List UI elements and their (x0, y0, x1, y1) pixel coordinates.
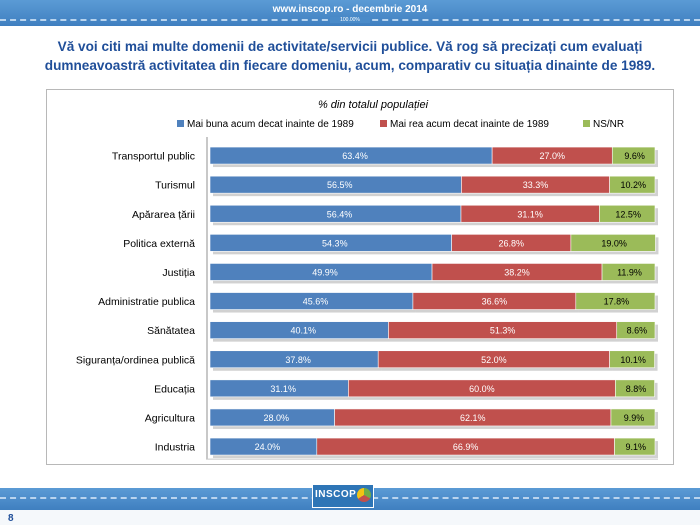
bar-nsnr (610, 408, 656, 427)
legend-label-worse: Mai rea acum decat inainte de 1989 (390, 119, 549, 130)
data-label-better: 37.8% (285, 355, 311, 365)
category-label: Justiția (162, 267, 195, 279)
header-band: www.inscop.ro - decembrie 2014 100.00% (0, 0, 700, 26)
page-number: 8 (8, 513, 14, 524)
data-label-worse: 38.2% (504, 267, 530, 277)
question-title: Vă voi citi mai multe domenii de activit… (20, 37, 680, 75)
bar-nsnr (609, 350, 655, 369)
legend-label-nsnr: NS/NR (593, 119, 624, 130)
footer-bar (0, 510, 700, 525)
data-label-nsnr: 12.5% (615, 209, 641, 219)
data-label-nsnr: 17.8% (604, 297, 630, 307)
category-label: Administratie publica (98, 296, 195, 308)
category-label: Politica externă (123, 238, 195, 250)
category-label: Transportul public (112, 151, 195, 163)
data-label-worse: 36.6% (482, 297, 508, 307)
zoom-label: 100.00% (330, 17, 370, 23)
logo-pie-icon (357, 488, 371, 502)
category-label: Industria (155, 442, 195, 454)
data-label-worse: 52.0% (481, 355, 507, 365)
data-label-better: 40.1% (290, 326, 316, 336)
data-label-nsnr: 9.9% (624, 413, 645, 423)
chart-frame: % din totalul populației Mai buna acum de… (46, 89, 674, 465)
data-label-better: 54.3% (322, 238, 348, 248)
data-label-worse: 31.1% (517, 209, 543, 219)
data-label-worse: 33.3% (523, 180, 549, 190)
data-label-worse: 26.8% (498, 238, 524, 248)
data-label-worse: 66.9% (453, 442, 479, 452)
legend-label-better: Mai buna acum decat inainte de 1989 (187, 119, 354, 130)
category-label: Turismul (155, 180, 195, 192)
data-label-nsnr: 11.9% (617, 267, 642, 277)
logo-text: INSCOP (315, 489, 357, 500)
data-label-worse: 60.0% (469, 384, 495, 394)
category-label: Siguranța/ordinea publică (76, 354, 195, 366)
bar-nsnr (609, 175, 656, 194)
data-label-worse: 62.1% (460, 413, 486, 423)
legend-swatch-better (177, 120, 184, 127)
data-label-nsnr: 9.1% (625, 442, 646, 452)
data-label-better: 56.5% (327, 180, 353, 190)
data-label-better: 63.4% (342, 151, 368, 161)
bar-nsnr (599, 204, 656, 223)
data-label-nsnr: 10.2% (621, 180, 647, 190)
data-label-better: 28.0% (264, 413, 290, 423)
category-label: Apărarea țării (132, 209, 195, 221)
bar-nsnr (575, 292, 656, 310)
site-label: www.inscop.ro - decembrie 2014 (272, 4, 428, 15)
category-label: Sănătatea (147, 325, 195, 337)
inscop-logo: INSCOP (312, 484, 374, 508)
legend-swatch-worse (380, 120, 387, 127)
bar-nsnr (614, 437, 656, 456)
data-label-nsnr: 19.0% (601, 238, 627, 248)
legend-swatch-nsnr (583, 120, 590, 127)
category-label: Agricultura (145, 412, 195, 424)
bar-nsnr (570, 234, 656, 252)
data-label-better: 56.4% (327, 209, 353, 219)
category-label: Educația (154, 383, 195, 395)
data-label-worse: 27.0% (539, 151, 565, 161)
question-line-2: dumneavoastră activitatea din fiecare do… (44, 58, 656, 73)
bar-nsnr (601, 263, 656, 281)
data-label-nsnr: 8.6% (627, 326, 648, 336)
stacked-bar-chart: % din totalul populației Mai buna acum de… (76, 99, 659, 460)
chart-title: % din totalul populației (318, 99, 429, 111)
data-label-better: 49.9% (312, 267, 338, 277)
data-label-worse: 51.3% (490, 326, 516, 336)
plot-back-wall (206, 137, 208, 460)
data-label-better: 24.0% (255, 442, 281, 452)
bar-nsnr (616, 321, 656, 339)
data-label-nsnr: 10.1% (620, 355, 646, 365)
data-label-nsnr: 9.6% (624, 151, 645, 161)
data-label-better: 45.6% (303, 297, 329, 307)
bar-nsnr (615, 379, 655, 398)
bar-nsnr (611, 146, 656, 165)
question-line-1: Vă voi citi mai multe domenii de activit… (57, 39, 643, 54)
data-label-nsnr: 8.8% (626, 384, 647, 394)
data-label-better: 31.1% (270, 384, 296, 394)
